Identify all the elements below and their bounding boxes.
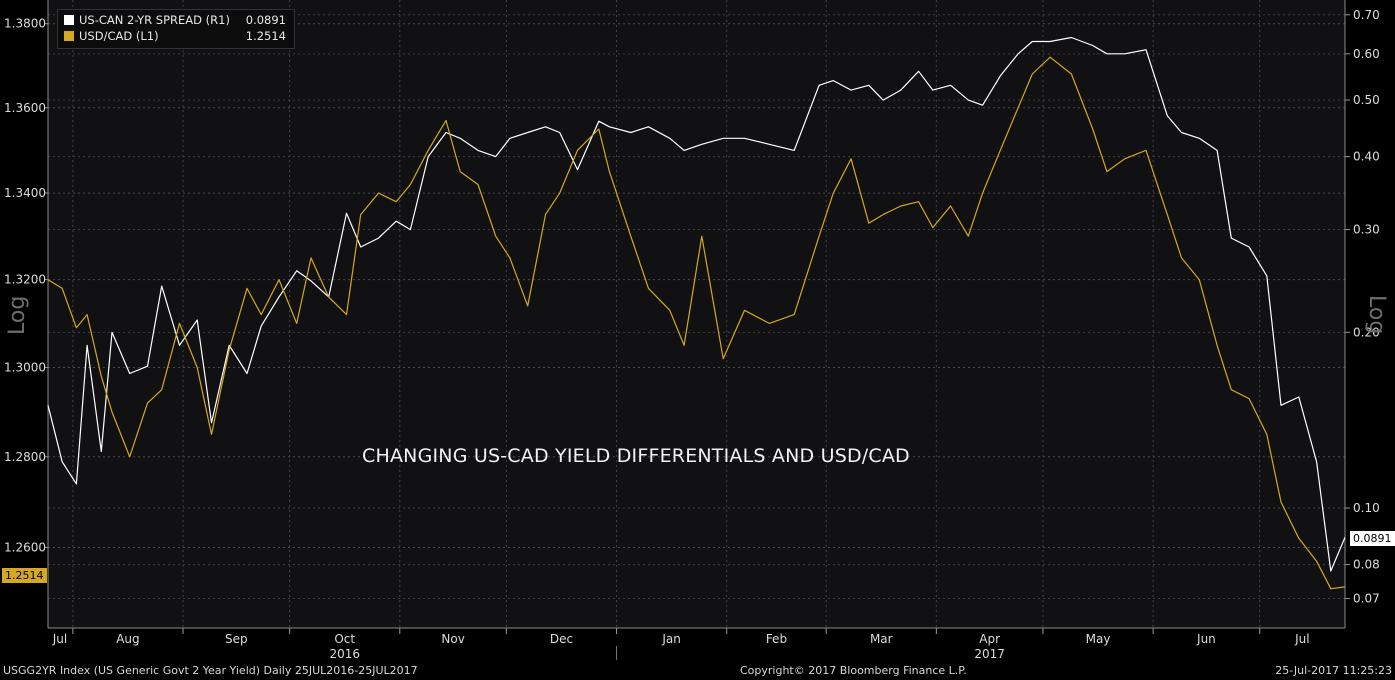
y-tick-right-0.07: 0.07 <box>1353 591 1380 605</box>
right-scale-label: Log <box>1364 295 1389 335</box>
x-tick-label-Mar: Mar <box>870 632 893 646</box>
y-tick-right-0.10: 0.10 <box>1353 501 1380 515</box>
legend-label-spread: US-CAN 2-YR SPREAD (R1) <box>79 13 230 27</box>
x-year-label-2017: 2017 <box>974 647 1005 661</box>
last-value-badge-spread: 0.0891 <box>1350 531 1395 546</box>
y-tick-left-1.2800: 1.2800 <box>4 450 46 464</box>
chart-annotation: CHANGING US-CAD YIELD DIFFERENTIALS AND … <box>362 445 910 467</box>
y-tick-left-1.3200: 1.3200 <box>4 273 46 287</box>
x-tick-label-Dec: Dec <box>550 632 573 646</box>
y-tick-right-0.20: 0.20 <box>1353 325 1380 339</box>
y-tick-right-0.50: 0.50 <box>1353 93 1380 107</box>
legend-swatch-usdcad <box>64 31 74 41</box>
x-tick-label-Jul: Jul <box>1294 632 1309 646</box>
footer-timestamp: 25-Jul-2017 11:25:23 <box>1275 664 1392 677</box>
x-tick-label-Nov: Nov <box>441 632 464 646</box>
y-tick-right-0.40: 0.40 <box>1353 150 1380 164</box>
legend-value-spread: 0.0891 <box>245 13 286 27</box>
footer-index-description: USGG2YR Index (US Generic Govt 2 Year Yi… <box>3 664 418 677</box>
legend: US-CAN 2-YR SPREAD (R1) 0.0891 USD/CAD (… <box>57 9 295 49</box>
y-tick-left-1.3800: 1.3800 <box>4 17 46 31</box>
x-tick-label-Feb: Feb <box>766 632 787 646</box>
legend-item-usdcad: USD/CAD (L1) 1.2514 <box>64 29 290 43</box>
x-tick-label-Jul: Jul <box>52 632 67 646</box>
left-scale-label: Log <box>5 295 30 335</box>
legend-label-usdcad: USD/CAD (L1) <box>79 29 159 43</box>
x-tick-label-Oct: Oct <box>334 632 355 646</box>
legend-swatch-spread <box>64 15 74 25</box>
y-tick-right-0.70: 0.70 <box>1353 8 1380 22</box>
footer-copyright: Copyright© 2017 Bloomberg Finance L.P. <box>740 664 967 677</box>
x-year-label-2016: 2016 <box>329 647 360 661</box>
y-tick-right-0.60: 0.60 <box>1353 47 1380 61</box>
series-line-spread <box>47 36 1346 572</box>
x-tick-label-Sep: Sep <box>225 632 248 646</box>
last-value-badge-usdcad: 1.2514 <box>2 568 47 583</box>
y-tick-left-1.3000: 1.3000 <box>4 361 46 375</box>
legend-item-spread: US-CAN 2-YR SPREAD (R1) 0.0891 <box>64 13 290 27</box>
x-tick-label-Apr: Apr <box>979 632 1000 646</box>
y-tick-right-0.08: 0.08 <box>1353 558 1380 572</box>
y-tick-left-1.2600: 1.2600 <box>4 540 46 554</box>
y-tick-left-1.3400: 1.3400 <box>4 186 46 200</box>
x-tick-label-Jan: Jan <box>661 632 681 646</box>
footer: USGG2YR Index (US Generic Govt 2 Year Yi… <box>0 662 1395 680</box>
series-line-usdcad <box>47 56 1346 590</box>
plot-area <box>48 0 1345 628</box>
x-tick-label-Aug: Aug <box>116 632 139 646</box>
y-tick-left-1.3600: 1.3600 <box>4 101 46 115</box>
y-tick-right-0.30: 0.30 <box>1353 223 1380 237</box>
x-tick-label-May: May <box>1086 632 1111 646</box>
x-tick-label-Jun: Jun <box>1196 632 1216 646</box>
legend-value-usdcad: 1.2514 <box>245 29 286 43</box>
